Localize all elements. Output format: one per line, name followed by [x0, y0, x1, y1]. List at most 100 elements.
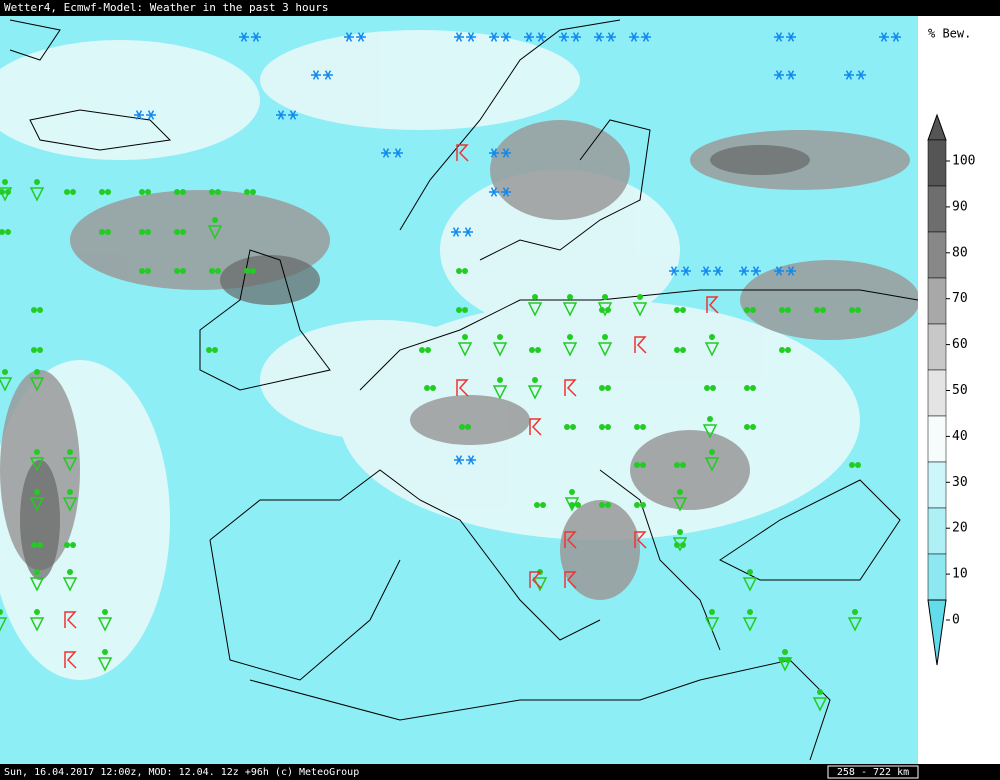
title-bar: [0, 0, 1000, 16]
thunderstorm: [634, 531, 647, 549]
rain-dot: [814, 307, 820, 313]
rain-dot: [640, 462, 646, 468]
legend-tick-label: 40: [952, 429, 968, 444]
legend-tick-label: 70: [952, 291, 968, 306]
weather-symbols: [0, 32, 901, 712]
colorbar-band: [927, 553, 947, 601]
colorbar-band: [927, 139, 947, 187]
snow-star: [455, 455, 463, 465]
snow-star: [560, 32, 568, 42]
legend-tick-label: 60: [952, 337, 968, 352]
rain-dot: [459, 424, 465, 430]
snow-star: [467, 455, 475, 465]
rain-dot: [820, 307, 826, 313]
shower-dot: [67, 489, 73, 495]
rain-dot: [424, 385, 430, 391]
shower-dot: [747, 609, 753, 615]
rain-dot: [70, 542, 76, 548]
shower-triangle: [562, 342, 578, 357]
thunderstorm: [64, 611, 77, 629]
shower-triangle: [492, 342, 508, 357]
snow-star: [714, 266, 722, 276]
shower-triangle: [632, 302, 648, 317]
rain-dot: [849, 462, 855, 468]
rain-dot: [599, 424, 605, 430]
rain-dot: [31, 347, 37, 353]
shower-dot: [34, 179, 40, 185]
colorbar-band: [927, 507, 947, 555]
rain-dot: [535, 347, 541, 353]
snow-star: [277, 110, 285, 120]
snow-star: [357, 32, 365, 42]
legend-tick-label: 80: [952, 245, 968, 260]
shower-triangle: [704, 457, 720, 472]
shower-triangle: [62, 577, 78, 592]
shower-triangle: [597, 302, 613, 317]
scale-text: 258 - 722 km: [837, 767, 909, 778]
shower-dot: [497, 377, 503, 383]
rain-dot: [145, 189, 151, 195]
snow-star: [775, 32, 783, 42]
thunderstorm: [456, 379, 469, 397]
snow-star: [630, 32, 638, 42]
shower-dot: [567, 294, 573, 300]
colorbar-band: [927, 369, 947, 417]
thunderstorm: [564, 531, 577, 549]
snow-star: [490, 187, 498, 197]
rain-dot: [744, 385, 750, 391]
rain-dot: [215, 268, 221, 274]
footer-text: Sun, 16.04.2017 12:00z, MOD: 12.04. 12z …: [4, 767, 359, 778]
rain-dot: [674, 462, 680, 468]
rain-dot: [744, 307, 750, 313]
rain-dot: [37, 542, 43, 548]
shower-triangle: [29, 457, 45, 472]
rain-dot: [145, 229, 151, 235]
shower-dot: [34, 489, 40, 495]
shower-triangle: [29, 187, 45, 202]
shower-triangle: [742, 577, 758, 592]
rain-dot: [570, 424, 576, 430]
shower-dot: [67, 569, 73, 575]
shower-dot: [852, 609, 858, 615]
rain-dot: [70, 189, 76, 195]
shower-triangle: [29, 497, 45, 512]
rain-dot: [704, 385, 710, 391]
rain-dot: [462, 307, 468, 313]
shower-triangle: [742, 617, 758, 632]
shower-triangle: [562, 302, 578, 317]
rain-dot: [105, 189, 111, 195]
rain-dot: [634, 462, 640, 468]
rain-dot: [37, 347, 43, 353]
rain-dot: [779, 347, 785, 353]
thunderstorm: [456, 144, 469, 162]
thunderstorm: [564, 379, 577, 397]
rain-dot: [250, 268, 256, 274]
shower-dot: [602, 294, 608, 300]
shower-triangle: [0, 187, 13, 202]
rain-dot: [31, 542, 37, 548]
rain-dot: [209, 268, 215, 274]
rain-dot: [634, 502, 640, 508]
rain-dot: [174, 268, 180, 274]
shower-triangle: [62, 457, 78, 472]
shower-dot: [532, 377, 538, 383]
rain-dot: [605, 385, 611, 391]
shower-dot: [747, 569, 753, 575]
shower-dot: [34, 449, 40, 455]
rain-dot: [180, 229, 186, 235]
shower-triangle: [777, 657, 793, 672]
rain-dot: [5, 229, 11, 235]
rain-dot: [605, 502, 611, 508]
snow-star: [740, 266, 748, 276]
snow-star: [147, 110, 155, 120]
rain-dot: [99, 229, 105, 235]
snow-star: [252, 32, 260, 42]
snow-star: [464, 227, 472, 237]
snow-star: [490, 32, 498, 42]
rain-dot: [785, 307, 791, 313]
shower-dot: [2, 179, 8, 185]
thunderstorm: [529, 571, 542, 589]
